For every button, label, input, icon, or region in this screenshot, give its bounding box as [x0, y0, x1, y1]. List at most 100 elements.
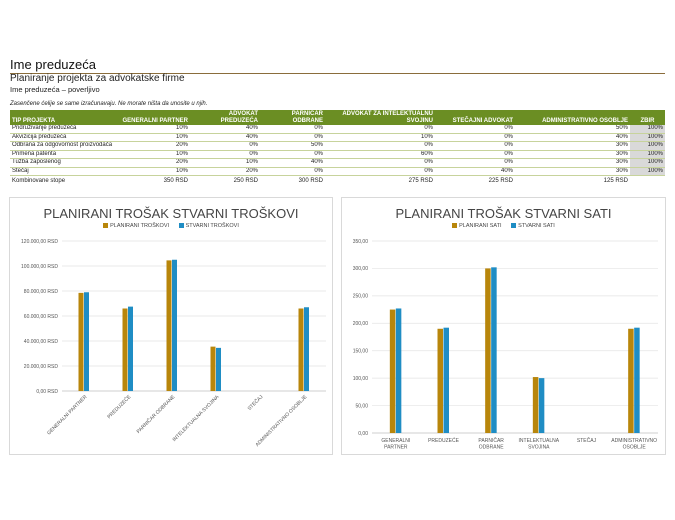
admin-staff-cell[interactable]: 50% — [515, 125, 630, 134]
general-partner-cell[interactable]: 10% — [115, 125, 190, 134]
company-name[interactable]: Ime preduzeća — [10, 57, 96, 72]
defense-litigator-cell[interactable]: 40% — [260, 158, 325, 168]
bankruptcy-lawyer-cell[interactable]: 0% — [435, 141, 515, 151]
table-row: Stečaj 10% 20% 0% 0% 40% 30% 100% — [10, 167, 665, 176]
bar-planned — [437, 328, 443, 433]
legend-item-planned: PLANIRANI TROŠKOVI — [103, 223, 169, 229]
y-tick-label: 250,00 — [353, 294, 369, 300]
y-tick-label: 40.000,00 RSD — [24, 339, 59, 345]
hours-chart-legend: PLANIRANI SATI STVARNI SATI — [342, 223, 665, 229]
cost-chart-panel[interactable]: PLANIRANI TROŠAK STVARNI TROŠKOVI PLANIR… — [9, 197, 333, 455]
bar-actual — [634, 327, 640, 433]
defense-litigator-cell[interactable]: 0% — [260, 125, 325, 134]
bankruptcy-lawyer-cell[interactable]: 40% — [435, 167, 515, 176]
project-name-cell[interactable]: Primena patenta — [10, 150, 115, 159]
defense-litigator-cell[interactable]: 0% — [260, 167, 325, 176]
ip-lawyer-cell[interactable]: 0% — [325, 158, 435, 168]
col-header-general-partner[interactable]: GENERALNI PARTNER — [115, 110, 190, 125]
sum-cell[interactable]: 100% — [630, 158, 665, 168]
x-category-label: PREDUZEĆE — [428, 437, 460, 444]
bankruptcy-lawyer-cell[interactable]: 0% — [435, 150, 515, 159]
admin-staff-cell[interactable]: 30% — [515, 158, 630, 168]
col-header-sum[interactable]: ZBIR — [630, 110, 665, 125]
header-divider — [10, 73, 665, 74]
legend-label-actual-cost: STVARNI TROŠKOVI — [185, 223, 239, 229]
defense-litigator-cell[interactable]: 0% — [260, 133, 325, 142]
sum-cell[interactable]: 100% — [630, 133, 665, 142]
rate-ip-lawyer[interactable]: 275 RSD — [408, 178, 433, 184]
sum-cell[interactable]: 100% — [630, 125, 665, 134]
project-name-cell[interactable]: Pridruživanje preduzeća — [10, 125, 115, 134]
sum-cell[interactable]: 100% — [630, 141, 665, 151]
x-category-label: INTELEKTUALNA SVOJINA — [172, 394, 221, 443]
defense-litigator-cell[interactable]: 50% — [260, 141, 325, 151]
defense-litigator-cell[interactable]: 0% — [260, 150, 325, 159]
bankruptcy-lawyer-cell[interactable]: 0% — [435, 125, 515, 134]
col-header-defense-litigator[interactable]: PARNIČAR ODBRANE — [260, 110, 325, 125]
general-partner-cell[interactable]: 10% — [115, 133, 190, 142]
general-partner-cell[interactable]: 20% — [115, 158, 190, 168]
y-tick-label: 20.000,00 RSD — [24, 364, 59, 370]
confidential-label[interactable]: Ime preduzeća – poverljivo — [10, 85, 100, 94]
cost-chart-plot: 0,00 RSD 20.000,00 RSD 40.000,00 RSD 60.000… — [21, 239, 326, 448]
ip-lawyer-cell[interactable]: 10% — [325, 133, 435, 142]
x-category-label: GENERALNI PARTNER — [46, 394, 89, 437]
sum-cell[interactable]: 100% — [630, 167, 665, 176]
combined-rates-label[interactable]: Kombinovane stope — [12, 178, 66, 184]
x-category-label: PARTNER — [384, 445, 408, 451]
project-name-cell[interactable]: Akvizicija preduzeća — [10, 133, 115, 142]
rate-admin-staff[interactable]: 125 RSD — [603, 178, 628, 184]
company-lawyer-cell[interactable]: 10% — [190, 158, 260, 168]
table-row: Tužba zaposlenog 20% 10% 40% 0% 0% 30% 1… — [10, 158, 665, 168]
y-tick-label: 50,00 — [355, 403, 368, 409]
y-tick-label: 150,00 — [353, 349, 369, 355]
bar-planned — [298, 308, 304, 391]
ip-lawyer-cell[interactable]: 0% — [325, 167, 435, 176]
table-row: Odbrana za odgovornost proizvođača 20% 0… — [10, 141, 665, 151]
legend-swatch-actual — [511, 223, 517, 229]
hours-chart-plot: 0,00 50,00 100,00 150,00 200,00 250,00 300,00 3… — [353, 239, 658, 451]
rate-general-partner[interactable]: 350 RSD — [163, 178, 188, 184]
hours-chart-panel[interactable]: PLANIRANI TROŠAK STVARNI SATI PLANIRANI … — [341, 197, 666, 455]
y-tick-label: 100.000,00 RSD — [21, 264, 58, 270]
project-name-cell[interactable]: Tužba zaposlenog — [10, 158, 115, 168]
ip-lawyer-cell[interactable]: 60% — [325, 150, 435, 159]
col-header-ip-lawyer[interactable]: ADVOKAT ZA INTELEKTUALNU SVOJINU — [325, 110, 435, 125]
ip-lawyer-cell[interactable]: 0% — [325, 141, 435, 151]
x-category-label: GENERALNI — [381, 438, 410, 444]
col-header-project[interactable]: TIP PROJEKTA — [10, 110, 115, 125]
company-lawyer-cell[interactable]: 20% — [190, 167, 260, 176]
sum-cell[interactable]: 100% — [630, 150, 665, 159]
general-partner-cell[interactable]: 20% — [115, 141, 190, 151]
bankruptcy-lawyer-cell[interactable]: 0% — [435, 133, 515, 142]
general-partner-cell[interactable]: 10% — [115, 150, 190, 159]
bar-planned — [532, 377, 539, 433]
y-tick-label: 100,00 — [353, 376, 369, 382]
col-header-bankruptcy-lawyer[interactable]: STEČAJNI ADVOKAT — [435, 110, 515, 125]
sheet-subtitle[interactable]: Planiranje projekta za advokatske firme — [10, 73, 185, 84]
ip-lawyer-cell[interactable]: 0% — [325, 125, 435, 134]
rate-empty-cell — [630, 176, 665, 187]
admin-staff-cell[interactable]: 30% — [515, 150, 630, 159]
bar-actual — [172, 259, 177, 391]
project-name-cell[interactable]: Odbrana za odgovornost proizvođača — [10, 141, 115, 151]
admin-staff-cell[interactable]: 30% — [515, 167, 630, 176]
bar-actual — [304, 307, 309, 391]
rate-bankruptcy-lawyer[interactable]: 225 RSD — [488, 178, 513, 184]
rate-defense-litigator[interactable]: 300 RSD — [298, 178, 323, 184]
company-lawyer-cell[interactable]: 40% — [190, 125, 260, 134]
table-header-row: TIP PROJEKTA GENERALNI PARTNER ADVOKAT P… — [10, 110, 665, 125]
company-lawyer-cell[interactable]: 0% — [190, 141, 260, 151]
bankruptcy-lawyer-cell[interactable]: 0% — [435, 158, 515, 168]
legend-swatch-actual — [178, 223, 184, 229]
project-name-cell[interactable]: Stečaj — [10, 167, 115, 176]
rate-company-lawyer[interactable]: 250 RSD — [233, 178, 258, 184]
general-partner-cell[interactable]: 10% — [115, 167, 190, 176]
company-lawyer-cell[interactable]: 40% — [190, 133, 260, 142]
admin-staff-cell[interactable]: 30% — [515, 141, 630, 151]
col-header-company-lawyer[interactable]: ADVOKAT PREDUZEĆA — [190, 110, 260, 125]
admin-staff-cell[interactable]: 40% — [515, 133, 630, 142]
col-header-admin-staff[interactable]: ADMINISTRATIVNO OSOBLJE — [515, 110, 630, 125]
company-lawyer-cell[interactable]: 0% — [190, 150, 260, 159]
y-tick-label: 0,00 RSD — [36, 389, 58, 395]
